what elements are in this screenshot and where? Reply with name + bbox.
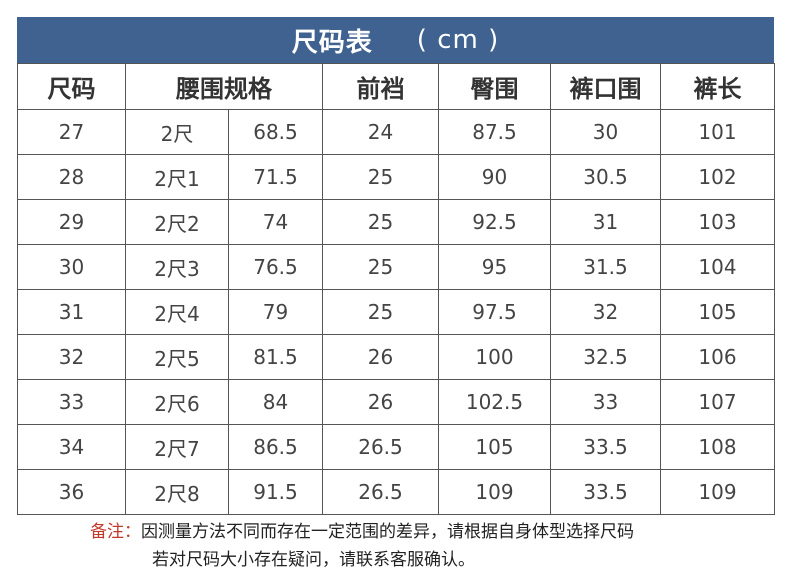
- cell-front-rise: 26: [322, 334, 439, 380]
- cell-hip: 95: [438, 244, 551, 290]
- footnote-label: 备注: [90, 522, 124, 542]
- size-table: 尺码 腰围规格 前裆 臀围 裤口围 裤长 27 2尺 68.5 24 87.5 30 101…: [17, 63, 775, 515]
- cell-front-rise: 25: [322, 289, 439, 335]
- cell-length: 106: [660, 334, 775, 380]
- cell-front-rise: 26: [322, 379, 439, 425]
- cell-waist-cm: 71.5: [228, 154, 323, 200]
- footnote-text-1: 因测量方法不同而存在一定范围的差异，请根据自身体型选择尺码: [141, 522, 634, 542]
- cell-length: 108: [660, 424, 775, 470]
- table-body: 27 2尺 68.5 24 87.5 30 101 28 2尺1 71.5 25 90 30.5 102 2…: [17, 109, 775, 515]
- cell-length: 103: [660, 199, 775, 245]
- cell-leg-opening: 32: [550, 289, 661, 335]
- footnote-line-2: 若对尺码大小存在疑问，请联系客服确认。: [90, 546, 780, 574]
- table-row: 32 2尺5 81.5 26 100 32.5 106: [17, 334, 775, 380]
- cell-hip: 102.5: [438, 379, 551, 425]
- cell-front-rise: 24: [322, 109, 439, 155]
- cell-leg-opening: 31.5: [550, 244, 661, 290]
- cell-length: 104: [660, 244, 775, 290]
- cell-leg-opening: 33.5: [550, 469, 661, 515]
- cell-waist-chi: 2尺5: [125, 334, 229, 380]
- cell-size: 31: [17, 289, 126, 335]
- cell-size: 30: [17, 244, 126, 290]
- cell-waist-chi: 2尺: [125, 109, 229, 155]
- cell-size: 34: [17, 424, 126, 470]
- header-size: 尺码: [17, 63, 126, 110]
- cell-waist-chi: 2尺4: [125, 289, 229, 335]
- table-row: 28 2尺1 71.5 25 90 30.5 102: [17, 154, 775, 200]
- cell-waist-chi: 2尺7: [125, 424, 229, 470]
- footnote-line-1: 备注：因测量方法不同而存在一定范围的差异，请根据自身体型选择尺码: [90, 518, 780, 546]
- cell-size: 28: [17, 154, 126, 200]
- cell-hip: 109: [438, 469, 551, 515]
- cell-waist-cm: 68.5: [228, 109, 323, 155]
- cell-leg-opening: 30.5: [550, 154, 661, 200]
- cell-hip: 90: [438, 154, 551, 200]
- cell-length: 109: [660, 469, 775, 515]
- cell-size: 36: [17, 469, 126, 515]
- table-row: 31 2尺4 79 25 97.5 32 105: [17, 289, 775, 335]
- table-row: 29 2尺2 74 25 92.5 31 103: [17, 199, 775, 245]
- header-hip: 臀围: [438, 63, 551, 110]
- header-front-rise: 前裆: [322, 63, 439, 110]
- cell-waist-cm: 79: [228, 289, 323, 335]
- cell-hip: 100: [438, 334, 551, 380]
- table-header-row: 尺码 腰围规格 前裆 臀围 裤口围 裤长: [17, 63, 775, 110]
- cell-leg-opening: 31: [550, 199, 661, 245]
- cell-waist-cm: 86.5: [228, 424, 323, 470]
- cell-leg-opening: 33.5: [550, 424, 661, 470]
- cell-waist-cm: 91.5: [228, 469, 323, 515]
- table-row: 27 2尺 68.5 24 87.5 30 101: [17, 109, 775, 155]
- cell-front-rise: 25: [322, 199, 439, 245]
- cell-hip: 105: [438, 424, 551, 470]
- cell-leg-opening: 30: [550, 109, 661, 155]
- cell-size: 33: [17, 379, 126, 425]
- cell-front-rise: 26.5: [322, 469, 439, 515]
- cell-length: 107: [660, 379, 775, 425]
- cell-hip: 97.5: [438, 289, 551, 335]
- table-row: 36 2尺8 91.5 26.5 109 33.5 109: [17, 469, 775, 515]
- size-chart-title: 尺码表: [291, 27, 373, 58]
- header-leg-opening: 裤口围: [550, 63, 661, 110]
- cell-waist-chi: 2尺8: [125, 469, 229, 515]
- size-chart-title-banner: 尺码表 ( cm ): [17, 17, 774, 63]
- unit-label: ( cm ): [416, 25, 500, 55]
- cell-waist-chi: 2尺1: [125, 154, 229, 200]
- cell-hip: 87.5: [438, 109, 551, 155]
- cell-front-rise: 26.5: [322, 424, 439, 470]
- cell-waist-chi: 2尺2: [125, 199, 229, 245]
- cell-length: 102: [660, 154, 775, 200]
- cell-leg-opening: 32.5: [550, 334, 661, 380]
- cell-waist-cm: 81.5: [228, 334, 323, 380]
- cell-front-rise: 25: [322, 154, 439, 200]
- cell-size: 32: [17, 334, 126, 380]
- cell-waist-cm: 76.5: [228, 244, 323, 290]
- cell-length: 101: [660, 109, 775, 155]
- cell-waist-chi: 2尺3: [125, 244, 229, 290]
- header-waist: 腰围规格: [125, 63, 323, 110]
- footnote: 备注：因测量方法不同而存在一定范围的差异，请根据自身体型选择尺码 若对尺码大小存…: [90, 518, 780, 574]
- cell-waist-cm: 84: [228, 379, 323, 425]
- cell-front-rise: 25: [322, 244, 439, 290]
- header-length: 裤长: [660, 63, 775, 110]
- cell-leg-opening: 33: [550, 379, 661, 425]
- footnote-text-2: 若对尺码大小存在疑问，请联系客服确认。: [152, 550, 475, 570]
- table-row: 34 2尺7 86.5 26.5 105 33.5 108: [17, 424, 775, 470]
- cell-length: 105: [660, 289, 775, 335]
- cell-size: 27: [17, 109, 126, 155]
- cell-size: 29: [17, 199, 126, 245]
- cell-waist-chi: 2尺6: [125, 379, 229, 425]
- cell-waist-cm: 74: [228, 199, 323, 245]
- table-row: 33 2尺6 84 26 102.5 33 107: [17, 379, 775, 425]
- table-row: 30 2尺3 76.5 25 95 31.5 104: [17, 244, 775, 290]
- cell-hip: 92.5: [438, 199, 551, 245]
- footnote-separator: ：: [124, 522, 141, 542]
